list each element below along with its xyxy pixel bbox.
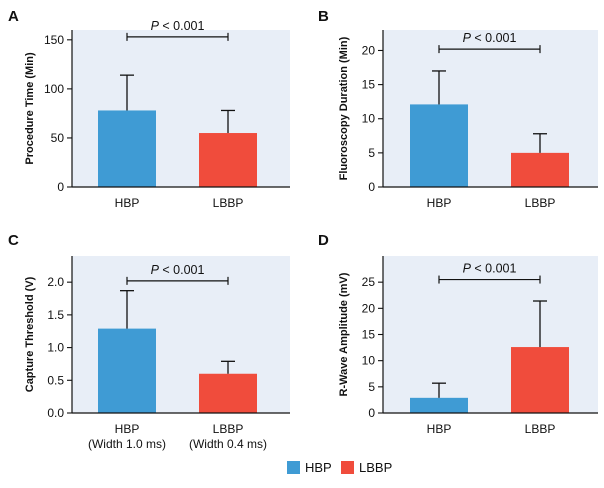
p-value-label: P < 0.001 (463, 31, 517, 45)
y-tick-label: 15 (362, 78, 376, 92)
category-label: (Width 1.0 ms) (88, 437, 166, 451)
y-axis-title: Fluoroscopy Duration (Min) (338, 36, 350, 180)
category-label: HBP (115, 196, 140, 210)
y-tick-label: 0 (368, 180, 375, 194)
p-value-label: P < 0.001 (151, 19, 205, 33)
y-axis-title: Procedure Time (Min) (24, 52, 36, 165)
panel-c: C Capture Threshold (V) 0.0 0.5 1.0 1.5 2.0 HBP… (8, 232, 290, 451)
bar-lbbp (511, 152, 569, 187)
y-tick-label: 10 (362, 112, 376, 126)
y-tick-label: 0.5 (47, 373, 64, 387)
bar-hbp (410, 104, 468, 187)
p-value-label: P < 0.001 (151, 263, 205, 277)
category-label: (Width 0.4 ms) (189, 437, 267, 451)
y-tick-label: 0 (57, 180, 64, 194)
legend-swatch-hbp (287, 461, 300, 474)
y-tick-label: 2.0 (47, 275, 64, 289)
bar-lbbp (511, 347, 569, 413)
y-tick-label: 50 (51, 131, 65, 145)
panel-letter: A (8, 8, 19, 25)
category-label: HBP (427, 196, 452, 210)
panel-d: D R-Wave Amplitude (mV) 0 5 10 15 20 25 HBP LBBP P… (318, 232, 598, 436)
category-label: LBBP (213, 422, 244, 436)
legend: HBP LBBP (287, 460, 392, 475)
category-label: LBBP (525, 422, 556, 436)
y-tick-label: 150 (44, 33, 64, 47)
panel-b: B Fluoroscopy Duration (Min) 0 5 10 15 20 HBP LB… (318, 8, 598, 210)
y-tick-label: 25 (362, 275, 376, 289)
panel-letter: D (318, 232, 329, 249)
category-label: HBP (427, 422, 452, 436)
legend-label-hbp: HBP (305, 460, 332, 475)
y-tick-label: 20 (362, 301, 376, 315)
legend-swatch-lbbp (341, 461, 354, 474)
category-label: HBP (115, 422, 140, 436)
bar-lbbp (199, 373, 257, 413)
category-label: LBBP (525, 196, 556, 210)
p-value-label: P < 0.001 (463, 262, 517, 276)
category-label: LBBP (213, 196, 244, 210)
bar-hbp (98, 328, 156, 413)
y-tick-label: 15 (362, 328, 376, 342)
y-tick-label: 5 (368, 380, 375, 394)
panel-letter: B (318, 8, 329, 25)
y-axis-title: R-Wave Amplitude (mV) (338, 272, 350, 396)
y-tick-label: 0 (368, 406, 375, 420)
bar-lbbp (199, 133, 257, 187)
y-tick-label: 5 (368, 146, 375, 160)
y-tick-label: 20 (362, 43, 376, 57)
bar-hbp (98, 110, 156, 187)
y-tick-label: 10 (362, 354, 376, 368)
y-axis-title: Capture Threshold (V) (24, 276, 36, 392)
panel-letter: C (8, 232, 19, 249)
y-tick-label: 1.5 (47, 308, 64, 322)
y-tick-label: 1.0 (47, 341, 64, 355)
bar-hbp (410, 397, 468, 413)
panel-a: A Procedure Time (Min) 0 50 100 150 HBP LBBP P <… (8, 8, 290, 210)
y-tick-label: 100 (44, 82, 64, 96)
legend-label-lbbp: LBBP (359, 460, 392, 475)
y-tick-label: 0.0 (47, 406, 64, 420)
